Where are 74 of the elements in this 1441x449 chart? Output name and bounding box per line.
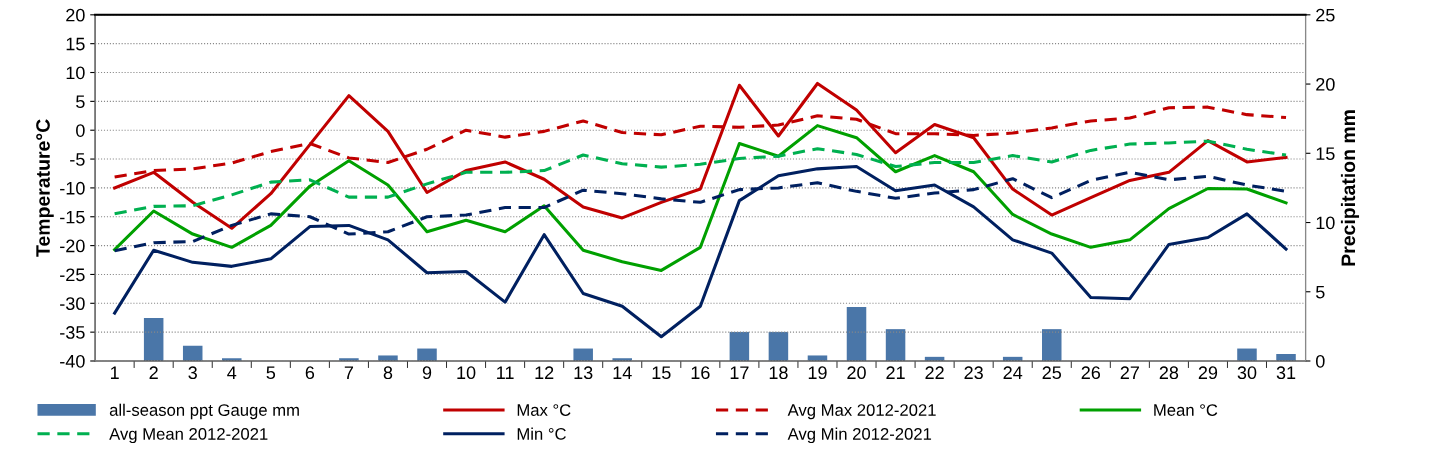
bar: [1041, 329, 1062, 361]
y2-tick-label: 15: [1316, 147, 1335, 161]
x-tick-label: 1: [110, 366, 119, 379]
x-tick-label: 12: [535, 366, 554, 379]
legend-label: Min °C: [517, 427, 566, 440]
line-series: [113, 139, 1288, 216]
y-tick-label: -15: [60, 210, 85, 224]
bar: [143, 318, 164, 361]
y-tick-label: -35: [60, 326, 85, 339]
line-series: [113, 124, 1288, 272]
x-tick-label: 29: [1198, 366, 1218, 380]
y-tick-label: 20: [66, 8, 85, 22]
x-tick-label: 2: [149, 366, 158, 379]
x-tick-label: 11: [497, 366, 514, 379]
y-tick-label: 10: [66, 66, 85, 80]
x-tick-label: 23: [964, 366, 983, 380]
x-tick-label: 18: [769, 366, 788, 380]
bar: [885, 329, 906, 361]
x-tick-label: 20: [847, 366, 866, 380]
y-tick-label: 0: [76, 124, 85, 137]
x-tick-label: 14: [613, 366, 632, 379]
x-tick-label: 6: [305, 366, 315, 380]
y-tick-label: 5: [76, 95, 85, 109]
legend-label: Avg Mean 2012-2021: [109, 428, 268, 444]
x-tick-label: 4: [227, 366, 237, 379]
x-tick-label: 25: [1042, 366, 1062, 380]
x-tick-label: 8: [383, 366, 393, 380]
legend-label: Avg Min 2012-2021: [787, 427, 932, 444]
line-series: [113, 81, 1288, 230]
bar: [378, 355, 398, 361]
y-tick-label: -25: [60, 268, 85, 282]
y2-tick-label: 25: [1316, 8, 1335, 22]
x-tick-label: 27: [1120, 366, 1139, 379]
legend-label: Mean °C: [1154, 404, 1218, 416]
bar: [846, 306, 867, 361]
line-series: [113, 165, 1288, 339]
x-tick-label: 5: [266, 366, 276, 380]
x-tick-label: 24: [1003, 366, 1023, 379]
bar: [417, 348, 437, 361]
y-tick-label: -20: [60, 239, 85, 253]
y-axis-title: Temperature°C: [36, 119, 54, 257]
y-tick-label: -10: [60, 181, 85, 195]
legend-label: Max °C: [517, 404, 571, 416]
x-tick-label: 10: [457, 366, 476, 380]
legend-label: Avg Max 2012-2021: [787, 404, 936, 420]
x-tick-label: 15: [652, 366, 671, 380]
legend-label: all-season ppt Gauge mm: [109, 403, 299, 420]
bar: [182, 345, 203, 361]
y-tick-label: 15: [66, 37, 85, 51]
y2-axis-title: Precipitation mm: [1340, 110, 1360, 266]
y-tick-label: -40: [60, 354, 85, 368]
bar: [729, 331, 750, 361]
x-tick-label: 13: [574, 366, 593, 380]
bar: [768, 331, 789, 361]
y-tick-label: -30: [60, 297, 85, 311]
y2-tick-label: 20: [1316, 77, 1335, 91]
y-tick-label: -5: [70, 153, 85, 166]
y2-tick-label: 5: [1315, 285, 1325, 299]
x-tick-label: 21: [886, 366, 905, 379]
x-tick-label: 19: [808, 366, 827, 380]
x-tick-label: 30: [1237, 366, 1257, 380]
x-tick-label: 3: [188, 366, 197, 380]
x-tick-label: 9: [422, 366, 432, 380]
x-tick-label: 31: [1276, 366, 1296, 380]
x-tick-label: 26: [1081, 366, 1101, 380]
x-tick-label: 7: [344, 366, 354, 379]
bar: [573, 348, 593, 361]
x-tick-label: 28: [1159, 366, 1179, 380]
x-tick-label: 16: [691, 366, 710, 380]
y2-tick-label: 0: [1315, 354, 1325, 368]
y2-tick-label: 10: [1316, 216, 1335, 230]
bar: [1237, 348, 1257, 361]
x-tick-label: 17: [730, 366, 749, 379]
x-tick-label: 22: [925, 366, 944, 379]
